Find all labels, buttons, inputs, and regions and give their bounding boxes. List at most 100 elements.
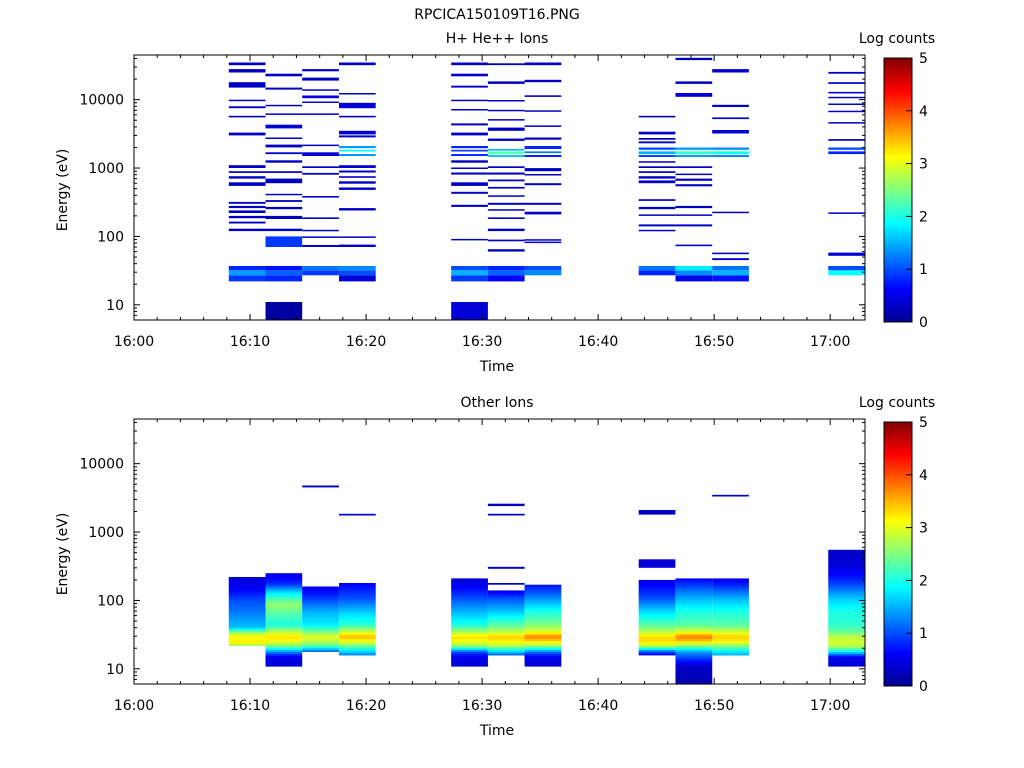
heatmap-cell: [451, 629, 488, 633]
heatmap-cell: [675, 642, 713, 645]
heatmap-cell: [712, 601, 749, 604]
heatmap-cell: [675, 582, 713, 585]
heatmap-cell: [265, 200, 303, 202]
heatmap-cell: [302, 624, 339, 627]
heatmap-cell: [451, 603, 488, 606]
heatmap-cell: [638, 599, 676, 602]
heatmap-cell: [339, 513, 376, 516]
heatmap-cell: [638, 611, 676, 614]
heatmap-cell: [265, 575, 303, 578]
heatmap-cell: [265, 638, 303, 641]
heatmap-cell: [828, 561, 865, 564]
heatmap-cell: [712, 626, 749, 629]
heatmap-cell: [828, 612, 865, 616]
heatmap-cell: [638, 642, 676, 645]
heatmap-cell: [302, 629, 339, 633]
heatmap-cell: [638, 176, 676, 179]
heatmap-cell: [712, 638, 749, 641]
heatmap-cell: [712, 624, 749, 627]
heatmap-cell: [451, 624, 488, 627]
heatmap-cell: [265, 588, 303, 592]
colorbar-tick-label: 5: [919, 51, 928, 67]
heatmap-cell: [638, 155, 676, 157]
heatmap-cell: [828, 649, 865, 652]
heatmap-cell: [712, 653, 749, 656]
heatmap-cell: [675, 672, 713, 675]
heatmap-cell: [451, 645, 488, 648]
heatmap-cell: [228, 69, 266, 73]
heatmap-cell: [339, 592, 376, 595]
heatmap-cell: [828, 569, 865, 572]
heatmap-cell: [675, 624, 713, 627]
heatmap-cell: [828, 252, 865, 256]
heatmap-cell: [638, 643, 676, 647]
colorbar-ticks: 0 1 2 3 4 5: [906, 51, 928, 331]
heatmap-cell: [339, 176, 376, 178]
colorbar-tick-label: 0: [919, 315, 928, 331]
heatmap-cell: [451, 638, 488, 641]
heatmap-cell: [638, 180, 676, 184]
heatmap-cell: [339, 636, 376, 639]
heatmap-cell: [339, 590, 376, 593]
heatmap-cell: [638, 605, 676, 608]
heatmap-cell: [487, 624, 525, 627]
heatmap-cell: [712, 494, 749, 497]
heatmap-cell: [228, 623, 266, 627]
x-tick-label: 16:20: [346, 698, 386, 714]
heatmap-cell: [228, 611, 266, 615]
heatmap-cell: [228, 643, 266, 646]
heatmap-cell: [712, 270, 749, 276]
heatmap-cell: [828, 266, 865, 271]
heatmap-cell: [451, 605, 488, 608]
heatmap-cell: [228, 621, 266, 625]
heatmap-cell: [265, 236, 303, 247]
heatmap-cell: [451, 73, 488, 77]
plot-frame: [133, 418, 866, 685]
heatmap-cell: [339, 154, 376, 156]
heatmap-cell: [339, 611, 376, 614]
heatmap-cell: [638, 601, 676, 604]
heatmap-cell: [638, 645, 676, 648]
heatmap-cell: [302, 113, 339, 115]
heatmap-cell: [524, 79, 562, 83]
colorbar-tick-label: 5: [919, 415, 928, 431]
heatmap-cell: [451, 191, 488, 194]
heatmap-cell: [638, 166, 676, 168]
heatmap-cell: [487, 513, 525, 516]
heatmap-cell: [675, 603, 713, 606]
heatmap-cell: [712, 597, 749, 601]
heatmap-cell: [451, 578, 488, 581]
heatmap-cell: [828, 103, 865, 105]
heatmap-cell: [302, 592, 339, 595]
heatmap-cell: [451, 182, 488, 186]
heatmap-cell: [339, 620, 376, 623]
heatmap-cell: [828, 607, 865, 610]
heatmap-cell: [339, 642, 376, 645]
y-axis-label: Energy (eV): [55, 149, 71, 232]
heatmap-cell: [487, 597, 525, 601]
heatmap-cell: [339, 624, 376, 627]
heatmap-cell: [487, 592, 525, 595]
heatmap-cell: [524, 660, 562, 663]
heatmap-cell: [524, 662, 562, 665]
heatmap-cell: [228, 205, 266, 209]
heatmap-cell: [487, 633, 525, 637]
heatmap-cell: [451, 592, 488, 595]
heatmap-cell: [451, 622, 488, 625]
heatmap-cell: [524, 595, 562, 599]
heatmap-cell: [712, 130, 749, 134]
heatmap-cell: [638, 651, 676, 654]
heatmap-cell: [339, 208, 376, 211]
heatmap-cell: [712, 647, 749, 650]
heatmap-cell: [828, 642, 865, 645]
heatmap-cell: [339, 599, 376, 602]
heatmap-cell: [265, 144, 303, 148]
heatmap-cell: [451, 618, 488, 621]
heatmap-cell: [339, 607, 376, 610]
heatmap-cell: [524, 593, 562, 597]
heatmap-cell: [339, 270, 376, 276]
heatmap-cell: [265, 655, 303, 658]
heatmap-cell: [339, 62, 376, 66]
y-tick-label: 1000: [88, 525, 124, 541]
y-axis-label: Energy (eV): [55, 513, 71, 596]
